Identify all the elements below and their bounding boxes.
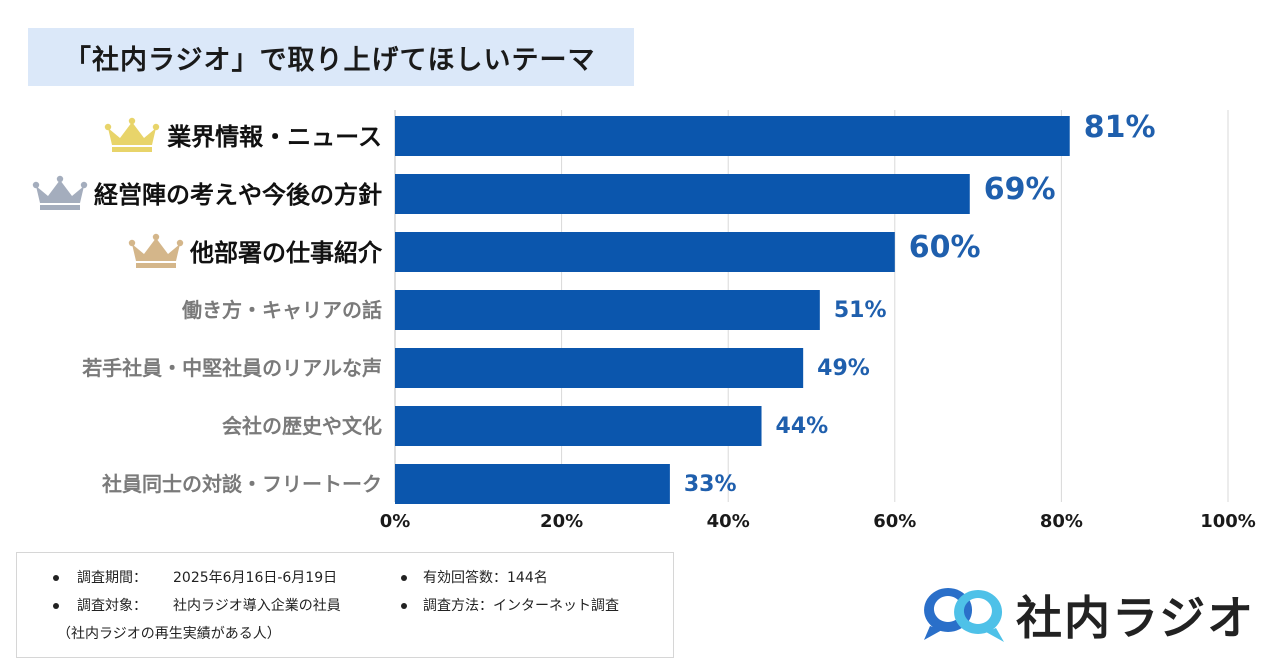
bullet <box>401 603 407 609</box>
category-label: 働き方・キャリアの話 <box>181 298 382 322</box>
chart-title-box: 「社内ラジオ」で取り上げてほしいテーマ <box>28 28 634 86</box>
value-label: 69% <box>984 172 1056 207</box>
survey-notes: 調査期間： 2025年6月16日-6月19日 有効回答数：144名 調査対象： … <box>16 552 674 658</box>
value-label: 51% <box>834 298 887 323</box>
x-tick-label: 0% <box>380 511 411 532</box>
note-responses: 有効回答数：144名 <box>423 570 548 586</box>
crown-body <box>36 180 84 203</box>
bullet <box>401 575 407 581</box>
crown-icon <box>104 117 160 152</box>
note-target-sub: （社内ラジオの再生実績がある人） <box>57 626 281 642</box>
logo-text: 社内ラジオ <box>1016 591 1256 645</box>
crown-jewel <box>176 239 184 247</box>
bullet <box>53 575 59 581</box>
note-period-value: 2025年6月16日-6月19日 <box>173 570 338 586</box>
crown-body <box>108 122 156 145</box>
category-label: 業界情報・ニュース <box>167 123 382 151</box>
crown-base <box>136 263 176 268</box>
crown-jewel <box>128 117 136 125</box>
category-label: 社員同士の対談・フリートーク <box>101 472 382 496</box>
bar <box>395 464 670 504</box>
bar <box>395 406 762 446</box>
crown-jewel <box>152 123 160 131</box>
value-label: 60% <box>909 230 981 265</box>
bar <box>395 290 820 330</box>
value-label: 33% <box>684 472 737 497</box>
crown-icon <box>128 233 184 268</box>
bar <box>395 232 895 272</box>
crown-icon <box>32 175 88 210</box>
category-label: 他部署の仕事紹介 <box>189 239 383 267</box>
crown-jewel <box>56 175 64 183</box>
x-tick-label: 100% <box>1200 511 1256 532</box>
value-label: 49% <box>817 356 870 381</box>
bullet <box>53 603 59 609</box>
x-tick-label: 20% <box>540 511 583 532</box>
speech-bubbles-icon <box>924 588 1004 642</box>
x-tick-label: 80% <box>1040 511 1083 532</box>
crown-body <box>132 238 180 261</box>
note-method: 調査方法：インターネット調査 <box>423 598 619 614</box>
x-tick-label: 60% <box>873 511 916 532</box>
bar <box>395 174 970 214</box>
crown-base <box>112 147 152 152</box>
crown-jewel <box>32 181 40 189</box>
value-label: 81% <box>1084 110 1156 145</box>
category-label: 会社の歴史や文化 <box>222 414 382 438</box>
bar <box>395 116 1070 156</box>
brand-logo: 社内ラジオ <box>920 580 1260 645</box>
crown-jewel <box>128 239 136 247</box>
crown-base <box>40 205 80 210</box>
note-target-value: 社内ラジオ導入企業の社員 <box>173 598 341 614</box>
bar <box>395 348 804 388</box>
note-period-label: 調査期間： <box>77 570 147 586</box>
category-label: 若手社員・中堅社員のリアルな声 <box>81 356 382 380</box>
crown-jewel <box>152 233 160 241</box>
value-label: 44% <box>776 414 829 439</box>
note-target-label: 調査対象： <box>77 598 147 614</box>
bar-chart: 0% 20% 40% 60% 80% 100% 業界情報・ニュース 81% 経営陣の考えや今後の… <box>32 110 1256 532</box>
x-tick-label: 40% <box>707 511 750 532</box>
crown-jewel <box>104 123 112 131</box>
crown-jewel <box>80 181 88 189</box>
category-label: 経営陣の考えや今後の方針 <box>94 181 382 209</box>
chart-title: 「社内ラジオ」で取り上げてほしいテーマ <box>64 44 596 76</box>
